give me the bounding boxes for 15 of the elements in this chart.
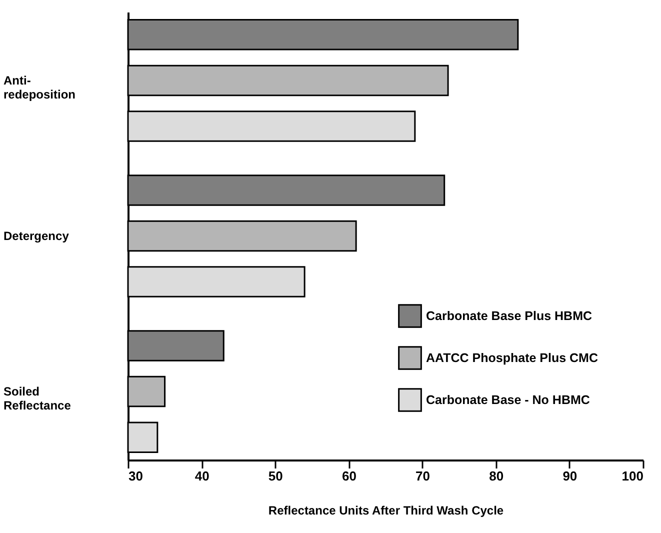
x-tick-label: 30 [128, 468, 143, 484]
y-tick-label: Detergency [4, 229, 70, 243]
y-tick-label: Soiled Reflectance [4, 384, 72, 413]
x-axis-title: Reflectance Units After Third Wash Cycle [268, 504, 504, 518]
x-tick-label: 40 [194, 468, 210, 484]
x-tick-label: 80 [489, 468, 504, 484]
y-tick-label: Anti-redeposition [4, 73, 76, 102]
x-tick-label: 50 [268, 468, 283, 484]
x-tick-label: 70 [416, 468, 430, 484]
legend-label: AATCC Phosphate Plus CMC [426, 351, 598, 365]
legend-label: Carbonate Base - No HBMC [426, 393, 590, 407]
x-tick-label: 100 [622, 468, 644, 484]
legend-label: Carbonate Base Plus HBMC [426, 309, 592, 323]
x-tick-label: 90 [562, 468, 578, 484]
x-tick-label: 60 [342, 468, 356, 484]
